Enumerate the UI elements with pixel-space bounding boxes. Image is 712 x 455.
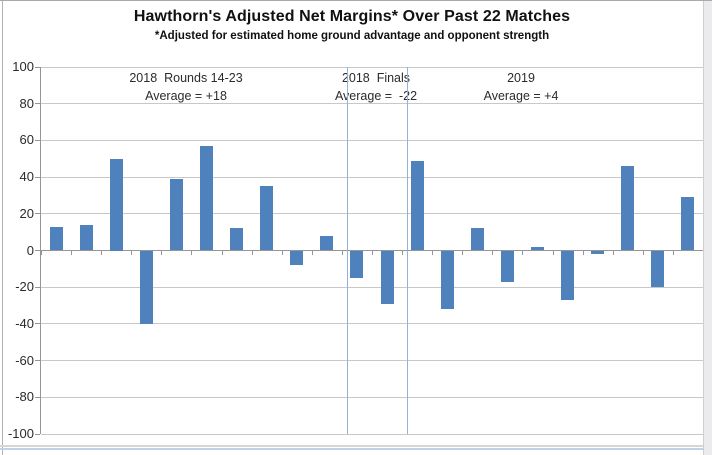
bar-match-2[interactable] bbox=[79, 224, 93, 251]
bar-match-4[interactable] bbox=[139, 250, 153, 324]
window-left-edge bbox=[2, 1, 3, 455]
y-tick-mark bbox=[35, 433, 40, 435]
category-tick bbox=[522, 250, 524, 255]
annotation-label: 2018 Finals bbox=[341, 71, 411, 85]
bar-match-8[interactable] bbox=[260, 186, 274, 251]
y-tick-mark bbox=[35, 176, 40, 178]
category-tick bbox=[462, 250, 464, 255]
bar-match-20[interactable] bbox=[621, 166, 635, 251]
y-tick-label: -100 bbox=[7, 426, 34, 441]
gridline bbox=[41, 433, 703, 435]
bar-match-18[interactable] bbox=[561, 250, 575, 301]
category-tick bbox=[612, 250, 614, 255]
bar-match-6[interactable] bbox=[200, 145, 213, 251]
bar-match-1[interactable] bbox=[49, 226, 63, 251]
bar-match-9[interactable] bbox=[290, 250, 304, 266]
y-tick-mark bbox=[35, 360, 40, 362]
y-tick-mark bbox=[35, 213, 40, 215]
bar-match-19[interactable] bbox=[591, 250, 605, 255]
y-tick-mark bbox=[35, 286, 40, 288]
gridline bbox=[41, 66, 703, 68]
window-right-edge bbox=[703, 1, 712, 455]
chart-region: 2018 Rounds 14-23 Average = +18 2018 Fin… bbox=[0, 59, 704, 441]
y-tick-label: 0 bbox=[26, 242, 34, 258]
category-tick bbox=[432, 250, 434, 255]
annotation-label: 2019 bbox=[507, 71, 535, 85]
y-tick-label: -60 bbox=[15, 352, 34, 368]
y-tick-mark bbox=[35, 103, 40, 105]
period-separator-line bbox=[407, 67, 409, 434]
category-tick bbox=[131, 250, 133, 255]
category-tick bbox=[402, 250, 404, 255]
annotation-2019: 2019 Average = +4 bbox=[484, 69, 559, 105]
category-tick bbox=[161, 250, 163, 255]
category-tick bbox=[341, 250, 343, 255]
category-tick bbox=[191, 250, 193, 255]
category-tick bbox=[492, 250, 494, 255]
y-tick-mark bbox=[35, 396, 40, 398]
gridline bbox=[41, 213, 703, 215]
annotation-2018-rounds: 2018 Rounds 14-23 Average = +18 bbox=[129, 69, 242, 105]
y-tick-mark bbox=[35, 66, 40, 68]
bar-match-17[interactable] bbox=[531, 246, 544, 251]
y-tick-label: 80 bbox=[19, 95, 34, 111]
gridline bbox=[41, 286, 703, 288]
y-tick-label: -40 bbox=[15, 315, 34, 331]
category-tick bbox=[101, 250, 103, 255]
gridline bbox=[41, 323, 703, 325]
gridline bbox=[41, 176, 703, 178]
y-tick-label: -20 bbox=[15, 279, 34, 295]
bar-match-12[interactable] bbox=[380, 250, 394, 304]
bar-match-3[interactable] bbox=[109, 158, 123, 251]
y-tick-label: 100 bbox=[12, 59, 34, 74]
category-tick bbox=[251, 250, 253, 255]
bar-match-15[interactable] bbox=[470, 228, 484, 251]
window-bottom-accent bbox=[0, 448, 712, 450]
gridline bbox=[41, 360, 703, 362]
gridline bbox=[41, 139, 703, 141]
gridline bbox=[41, 396, 703, 398]
category-tick bbox=[582, 250, 584, 255]
bar-match-10[interactable] bbox=[320, 235, 334, 251]
category-tick bbox=[552, 250, 554, 255]
category-tick bbox=[41, 250, 42, 255]
chart-subtitle: *Adjusted for estimated home ground adva… bbox=[154, 30, 550, 42]
category-tick bbox=[221, 250, 223, 255]
category-tick bbox=[311, 250, 313, 255]
bar-match-7[interactable] bbox=[230, 228, 244, 251]
gridline bbox=[41, 103, 703, 105]
bar-match-16[interactable] bbox=[500, 250, 514, 282]
y-tick-mark bbox=[35, 323, 40, 325]
y-tick-label: 60 bbox=[19, 132, 34, 148]
bar-match-11[interactable] bbox=[350, 250, 364, 279]
annotation-2018-finals: 2018 Finals Average = -22 bbox=[335, 69, 417, 105]
y-tick-label: 20 bbox=[19, 205, 34, 221]
period-separator-line bbox=[346, 67, 348, 434]
y-tick-mark bbox=[35, 139, 40, 141]
annotation-average: Average = +18 bbox=[145, 89, 227, 103]
annotation-average: Average = +4 bbox=[483, 89, 559, 103]
bar-match-5[interactable] bbox=[169, 178, 183, 251]
y-tick-label: 40 bbox=[19, 169, 34, 185]
category-tick bbox=[281, 250, 283, 255]
y-tick-label: -80 bbox=[15, 389, 34, 405]
category-tick bbox=[672, 250, 674, 255]
bar-match-13[interactable] bbox=[410, 160, 424, 251]
category-tick bbox=[71, 250, 73, 255]
category-tick bbox=[642, 250, 644, 255]
window-bottom-edge bbox=[0, 445, 712, 447]
bar-match-14[interactable] bbox=[440, 250, 454, 310]
annotation-label: 2018 Rounds 14-23 bbox=[129, 71, 243, 85]
bar-match-21[interactable] bbox=[651, 250, 665, 288]
chart-title: Hawthorn's Adjusted Net Margins* Over Pa… bbox=[133, 8, 571, 25]
plot-area: 2018 Rounds 14-23 Average = +18 2018 Fin… bbox=[40, 66, 704, 435]
category-tick bbox=[372, 250, 373, 255]
y-tick-mark bbox=[35, 250, 40, 251]
bar-match-22[interactable] bbox=[681, 197, 695, 251]
